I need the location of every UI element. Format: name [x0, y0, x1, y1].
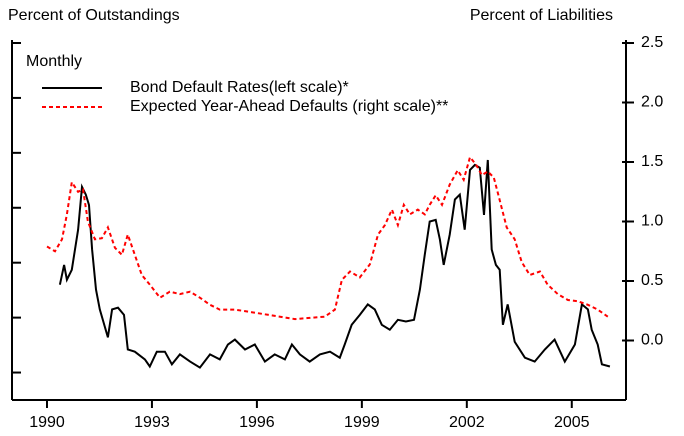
legend-label: Expected Year-Ahead Defaults (right scal… [130, 98, 448, 115]
x-tick-label: 1999 [344, 414, 380, 431]
x-tick-label: 2005 [554, 414, 590, 431]
y2-tick-label: 1.5 [641, 153, 663, 170]
y2-tick-label: 2.5 [641, 34, 663, 51]
y-axis-label: Percent of Outstandings [8, 7, 180, 24]
legend-label: Bond Default Rates(left scale)* [130, 79, 349, 96]
y2-axis-label: Percent of Liabilities [470, 7, 613, 24]
x-tick-label: 2002 [449, 414, 485, 431]
y2-tick-label: 1.0 [641, 213, 663, 230]
x-tick-label: 1993 [134, 414, 170, 431]
y2-tick-label: 0.5 [641, 272, 663, 289]
series-line [58, 159, 611, 369]
x-tick-label: 1990 [29, 414, 65, 431]
x-tick-label: 1996 [239, 414, 275, 431]
annotation: Monthly [26, 53, 82, 70]
y2-tick-label: 0.0 [641, 332, 663, 349]
y2-tick-label: 2.0 [641, 94, 663, 111]
series-line [46, 155, 609, 321]
